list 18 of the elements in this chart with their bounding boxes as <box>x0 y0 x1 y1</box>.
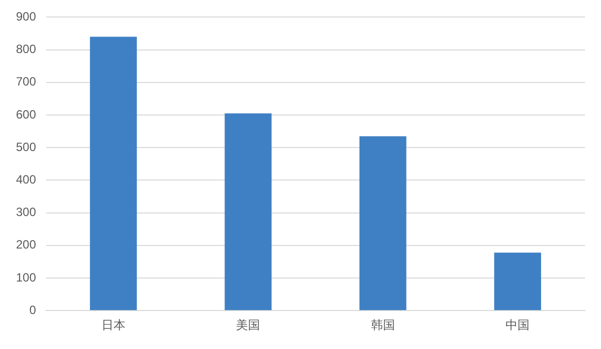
y-tick-label: 100 <box>16 270 36 284</box>
y-tick-label: 400 <box>16 172 36 187</box>
y-tick-label: 200 <box>16 238 36 252</box>
x-tick-label: 韩国 <box>370 318 395 332</box>
y-tick-label: 0 <box>29 302 36 317</box>
bar <box>494 252 542 310</box>
y-tick-label: 900 <box>16 10 36 24</box>
y-tick-label: 500 <box>16 140 36 154</box>
x-tick-label: 中国 <box>506 318 530 332</box>
y-tick-label: 800 <box>16 42 36 56</box>
bar <box>224 113 272 310</box>
bar <box>90 36 137 310</box>
y-tick-label: 300 <box>16 205 36 220</box>
y-tick-label: 600 <box>16 107 36 122</box>
y-tick-label: 700 <box>16 74 36 89</box>
x-tick-label: 美国 <box>236 318 260 332</box>
x-tick-label: 日本 <box>101 318 126 332</box>
bar <box>359 136 406 310</box>
